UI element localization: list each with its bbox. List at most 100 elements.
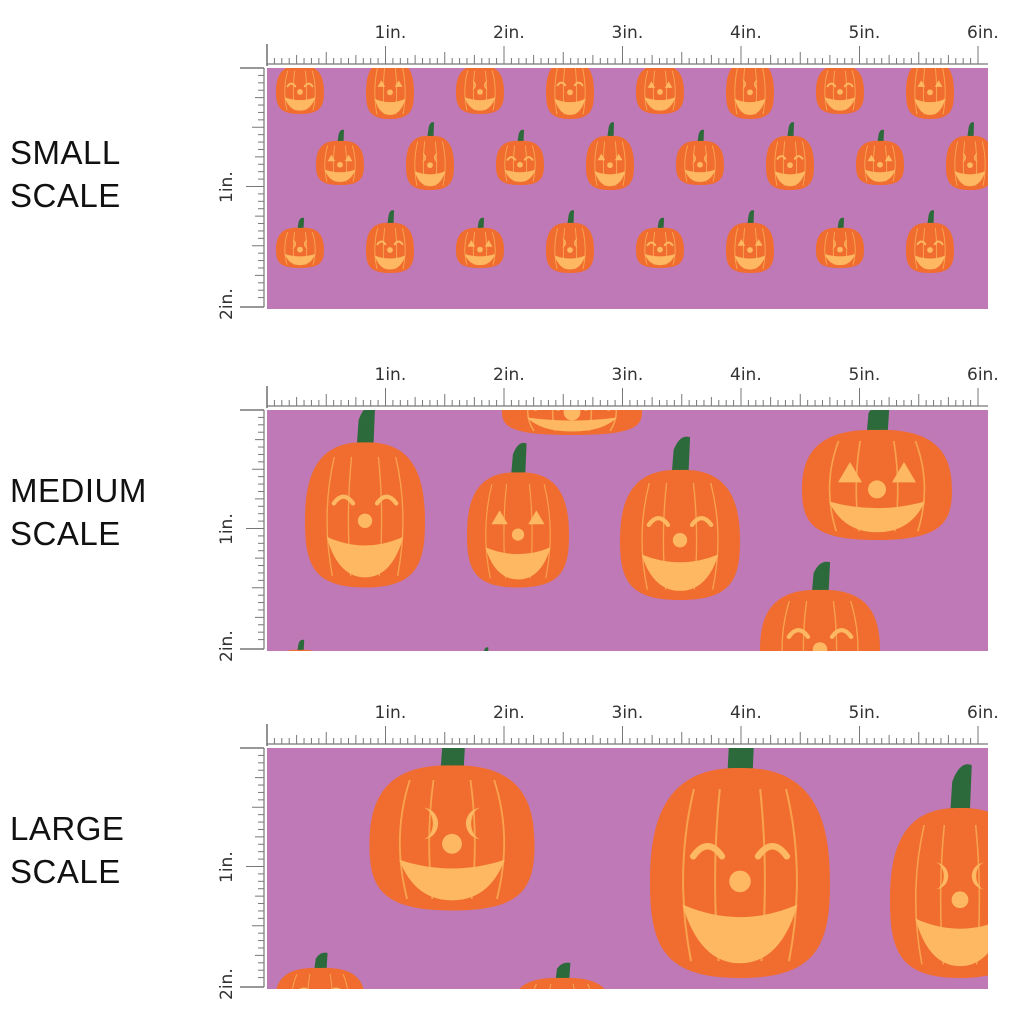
pumpkin: [906, 68, 954, 119]
pumpkin-rib: [313, 654, 316, 670]
pumpkin-eye: [303, 82, 314, 88]
pumpkin-eye: [933, 240, 944, 246]
pumpkin: [546, 68, 594, 119]
pumpkin-mouth: [914, 98, 946, 115]
ruler-label: 1in.: [217, 851, 237, 883]
pumpkin-rib: [832, 600, 838, 651]
pumpkin-rib: [549, 983, 552, 989]
label-line-2: SCALE: [10, 177, 121, 214]
ruler-label: 6in.: [967, 703, 999, 723]
label-line-2: SCALE: [10, 853, 121, 890]
ruler-label: 2in.: [493, 23, 525, 43]
pumpkin-eye: [646, 241, 657, 247]
pumpkin-rib: [485, 483, 493, 579]
ruler-label: 5in.: [849, 23, 881, 43]
pumpkin-nose: [483, 669, 488, 670]
pumpkin-nose: [297, 669, 303, 670]
pumpkin-nose: [672, 533, 688, 548]
pumpkin-rib: [479, 658, 480, 670]
pumpkin-rib: [914, 68, 918, 115]
pumpkin-rib: [981, 141, 986, 186]
ruler-label: 1in.: [217, 171, 237, 203]
ruler-label: 1in.: [375, 703, 407, 723]
pumpkin-rib: [914, 440, 926, 532]
pumpkin: [472, 647, 490, 670]
pumpkin-eye: [484, 240, 493, 247]
pumpkin-mouth: [644, 254, 676, 266]
pumpkin-rib: [609, 410, 618, 432]
pumpkin-eye: [754, 843, 791, 860]
pumpkin-eye: [536, 999, 552, 1005]
pumpkin-eye: [843, 82, 854, 88]
pumpkin-mouth: [782, 662, 859, 671]
pumpkin-mouth: [485, 547, 551, 580]
pumpkin-mouth: [374, 98, 406, 115]
pumpkin-pattern: [276, 68, 988, 273]
pumpkin: [316, 129, 364, 185]
pumpkin: [276, 952, 364, 989]
pumpkin: [636, 68, 684, 114]
pumpkin: [456, 217, 504, 268]
small-scale-svg: 1in. 2in. 3in. 4in. 5in. 6in. 1in. 2in.: [217, 23, 999, 320]
pumpkin-rib: [621, 141, 626, 186]
pumpkin-rib: [489, 658, 490, 670]
ruler-label: 3in.: [612, 365, 644, 385]
pumpkin-rib: [554, 68, 558, 115]
pumpkin-rib: [644, 70, 649, 111]
large-scale-label: LARGE SCALE: [10, 807, 124, 893]
pumpkin-body: [276, 967, 364, 989]
pumpkin-eye: [754, 239, 763, 246]
pumpkin-eye: [561, 238, 566, 248]
pumpkin-rib: [472, 658, 474, 670]
pumpkin-eye: [646, 516, 671, 528]
pumpkin-eye: [691, 153, 696, 164]
pumpkin-rib: [941, 227, 946, 270]
pumpkin-eye: [393, 240, 404, 246]
pumpkin-eye: [916, 240, 927, 246]
pumpkin-mouth: [326, 536, 404, 578]
pumpkin-eye: [663, 241, 674, 247]
pumpkin-eye: [374, 494, 399, 506]
pumpkin-eye: [776, 155, 787, 160]
pumpkin-mouth: [641, 554, 719, 591]
pumpkin: [546, 210, 594, 273]
pumpkin-rib: [996, 825, 1004, 964]
pumpkin-rib: [311, 231, 316, 265]
pumpkin-mouth: [284, 254, 316, 266]
horizontal-ruler: 1in. 2in. 3in. 4in. 5in. 6in.: [266, 23, 999, 66]
pumpkin-eye: [506, 156, 517, 161]
pumpkin-rib: [851, 70, 856, 111]
pumpkin: [726, 68, 774, 119]
pumpkin-rib: [734, 68, 738, 115]
pumpkin-rib: [414, 141, 419, 186]
pumpkin-eye: [331, 494, 356, 506]
pumpkin-rib: [311, 70, 316, 111]
pumpkin-mouth: [399, 859, 505, 901]
pumpkin-rib: [774, 141, 779, 186]
pumpkin-nose: [837, 89, 843, 95]
pumpkin-rib: [828, 440, 840, 532]
ruler-label: 1in.: [217, 513, 237, 545]
pumpkin-mouth: [915, 918, 988, 967]
pumpkin-rib: [587, 983, 591, 989]
pumpkin-rib: [293, 654, 294, 670]
pumpkin-mouth: [594, 171, 626, 187]
pumpkin-nose: [387, 247, 393, 253]
pumpkin-nose: [951, 891, 969, 909]
pumpkin-rib: [284, 654, 287, 670]
pumpkin-rib: [824, 70, 829, 111]
pumpkin-eye: [934, 862, 949, 890]
pumpkin: [467, 442, 569, 588]
pumpkin: [650, 748, 830, 978]
pumpkin-nose: [747, 247, 753, 253]
pumpkin-stem: [950, 764, 972, 814]
pumpkin-mouth: [734, 255, 766, 270]
horizontal-ruler: 1in. 2in. 3in. 4in. 5in. 6in.: [266, 703, 999, 746]
ruler-label: 2in.: [493, 703, 525, 723]
ruler-label: 5in.: [849, 703, 881, 723]
pumpkin-nose: [657, 246, 663, 253]
pumpkin-nose: [517, 161, 523, 168]
ruler-label: 3in.: [612, 703, 644, 723]
pumpkin-rib: [954, 141, 959, 186]
pumpkin-rib: [395, 456, 404, 577]
